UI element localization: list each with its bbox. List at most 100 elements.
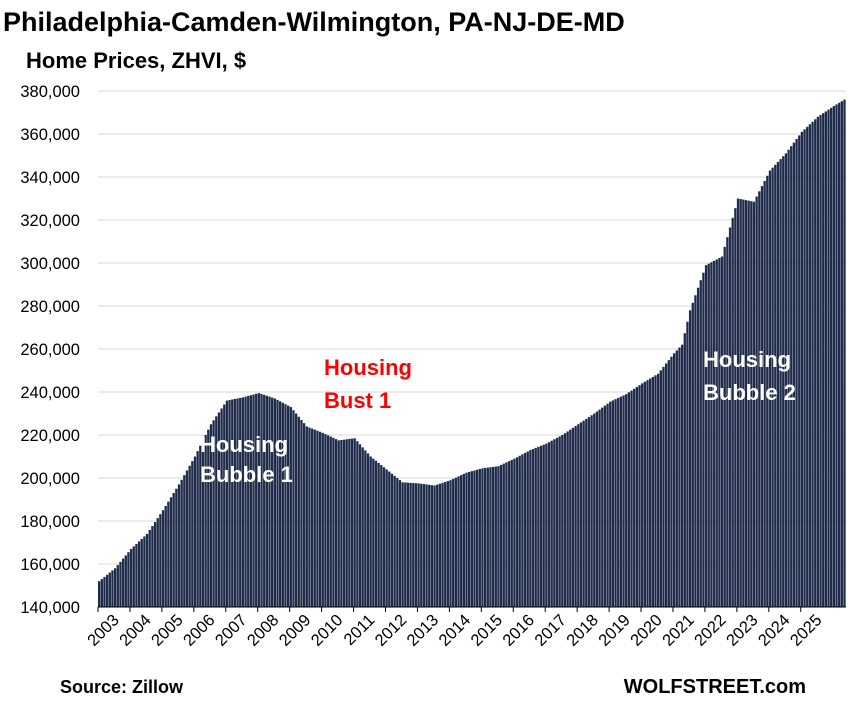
bar <box>430 485 434 607</box>
bar <box>470 471 473 607</box>
bar <box>752 201 756 608</box>
bar <box>694 295 697 607</box>
bar <box>236 398 239 607</box>
bar <box>441 482 444 607</box>
bar <box>790 146 793 607</box>
bar <box>798 135 801 607</box>
bar <box>233 398 237 607</box>
bar <box>518 455 521 607</box>
bar <box>390 473 394 607</box>
y-tick-label: 360,000 <box>20 126 80 144</box>
y-tick-label: 240,000 <box>20 384 80 402</box>
bar <box>329 436 332 607</box>
bar <box>758 191 761 607</box>
x-tick-label: 2010 <box>308 611 347 650</box>
bar <box>119 561 122 607</box>
bar <box>635 386 639 607</box>
bar <box>353 438 356 607</box>
bar <box>734 208 737 607</box>
y-tick-label: 220,000 <box>20 427 80 445</box>
bar <box>531 448 535 607</box>
bar <box>159 514 162 607</box>
bar <box>436 484 439 607</box>
bar <box>135 543 138 607</box>
bar <box>340 440 343 607</box>
bar <box>704 265 708 607</box>
bar <box>643 381 646 607</box>
bar <box>614 399 617 607</box>
bar <box>590 415 593 607</box>
bar <box>433 485 436 607</box>
bar <box>547 442 551 607</box>
bar <box>619 396 623 607</box>
bar <box>297 416 300 607</box>
bar <box>103 576 106 607</box>
bar <box>148 529 151 607</box>
bar <box>561 435 564 607</box>
bar <box>776 161 780 607</box>
bar <box>680 344 684 607</box>
source-label: Source: Zillow <box>60 677 184 697</box>
bar <box>747 200 750 607</box>
bar <box>366 453 370 607</box>
bar <box>654 375 657 607</box>
bar <box>641 383 644 607</box>
bar <box>534 447 537 607</box>
bar <box>627 392 631 607</box>
bar <box>795 139 798 607</box>
bar <box>633 388 636 607</box>
bar <box>161 510 165 607</box>
bar <box>571 427 575 607</box>
bar <box>462 473 465 607</box>
bar <box>625 394 628 607</box>
y-tick-label: 160,000 <box>20 556 80 574</box>
bar <box>239 397 242 607</box>
bar <box>569 429 572 608</box>
bar <box>494 466 497 607</box>
x-tick-label: 2014 <box>435 611 474 650</box>
bar <box>401 482 404 607</box>
bar <box>577 424 580 607</box>
bar <box>539 445 543 607</box>
x-tick-label: 2025 <box>787 611 826 650</box>
annotation-bubble1-line1: Housing <box>200 432 288 457</box>
bar <box>475 469 479 607</box>
bar <box>100 579 103 607</box>
bar <box>638 385 641 607</box>
bar <box>468 471 471 607</box>
bar <box>380 465 383 607</box>
bar <box>361 447 364 607</box>
bar <box>196 451 199 608</box>
bar <box>326 435 330 607</box>
bar <box>755 196 758 607</box>
bar <box>630 390 633 607</box>
bar <box>108 572 111 607</box>
bar <box>358 444 362 607</box>
bar <box>502 463 505 607</box>
bar <box>316 430 319 607</box>
bar <box>819 115 822 607</box>
bar <box>667 360 670 607</box>
bar <box>185 470 189 607</box>
bar <box>372 458 375 607</box>
bar <box>369 456 372 607</box>
bar <box>457 476 460 607</box>
bar <box>771 167 774 607</box>
bar <box>726 237 729 607</box>
bar <box>542 444 545 607</box>
bar <box>446 481 450 607</box>
x-tick-label: 2015 <box>467 611 506 650</box>
bar <box>622 395 625 607</box>
bar <box>555 437 559 607</box>
bar <box>334 439 338 607</box>
bar <box>143 536 146 607</box>
bar <box>193 456 197 607</box>
bar <box>460 475 463 607</box>
bar <box>558 436 561 607</box>
bar <box>414 483 418 607</box>
bar <box>188 465 191 607</box>
bar <box>124 555 127 607</box>
bar <box>582 420 585 607</box>
bar <box>526 451 529 607</box>
bar <box>593 413 596 607</box>
